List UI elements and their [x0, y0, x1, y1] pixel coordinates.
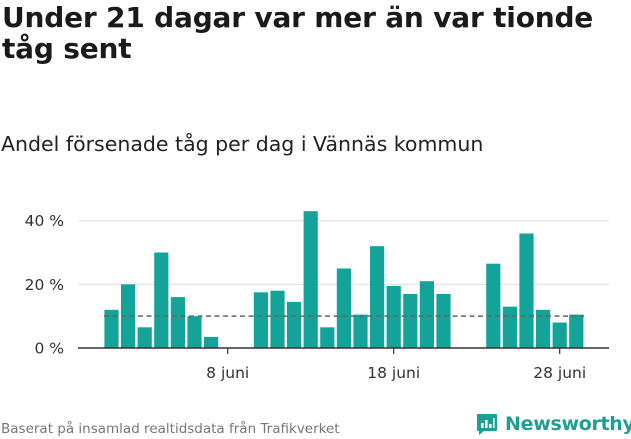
bar-day-2	[121, 284, 136, 348]
bar-day-11	[270, 290, 285, 348]
bar-day-14	[320, 327, 335, 348]
bar-day-29	[569, 314, 584, 348]
bar-day-3	[137, 327, 152, 348]
bar-day-21	[436, 293, 451, 348]
bar-day-18	[386, 285, 401, 348]
newsworthy-icon	[477, 414, 497, 435]
y-tick-label: 20 %	[25, 276, 64, 294]
bars	[104, 211, 584, 348]
axes: 0 % 20 % 40 % 8 juni 18 juni 28 juni	[25, 212, 609, 382]
bar-day-13	[303, 211, 318, 348]
bar-day-7	[204, 336, 219, 348]
bar-day-27	[536, 309, 551, 348]
chart-title: Under 21 dagar var mer än var tionde tåg…	[2, 1, 594, 65]
brand-logo: Newsworthy	[475, 410, 631, 438]
bar-chart: 0 % 20 % 40 % 8 juni 18 juni 28 juni	[25, 211, 609, 382]
y-tick-label: 0 %	[34, 340, 64, 358]
bar-day-6	[187, 316, 202, 348]
bar-day-10	[253, 292, 268, 348]
bar-day-15	[336, 268, 351, 348]
bar-day-24	[486, 263, 501, 348]
x-tick-label: 28 juni	[533, 364, 586, 382]
x-tick-label: 8 juni	[206, 364, 249, 382]
bar-day-1	[104, 309, 119, 348]
bar-day-12	[287, 301, 302, 348]
bar-day-19	[403, 293, 418, 348]
source-note: Baserat på insamlad realtidsdata från Tr…	[1, 421, 340, 437]
x-tick-label: 18 juni	[367, 364, 420, 382]
bar-day-5	[170, 297, 185, 348]
bar-day-25	[502, 306, 517, 348]
chart-subtitle: Andel försenade tåg per dag i Vännäs kom…	[1, 132, 484, 156]
bar-day-26	[519, 233, 534, 348]
bar-day-16	[353, 314, 368, 348]
y-tick-label: 40 %	[25, 212, 64, 230]
bar-day-17	[370, 246, 385, 348]
brand-name: Newsworthy	[505, 413, 631, 435]
bar-day-28	[552, 322, 567, 348]
bar-day-4	[154, 252, 169, 348]
bar-day-20	[419, 281, 434, 348]
